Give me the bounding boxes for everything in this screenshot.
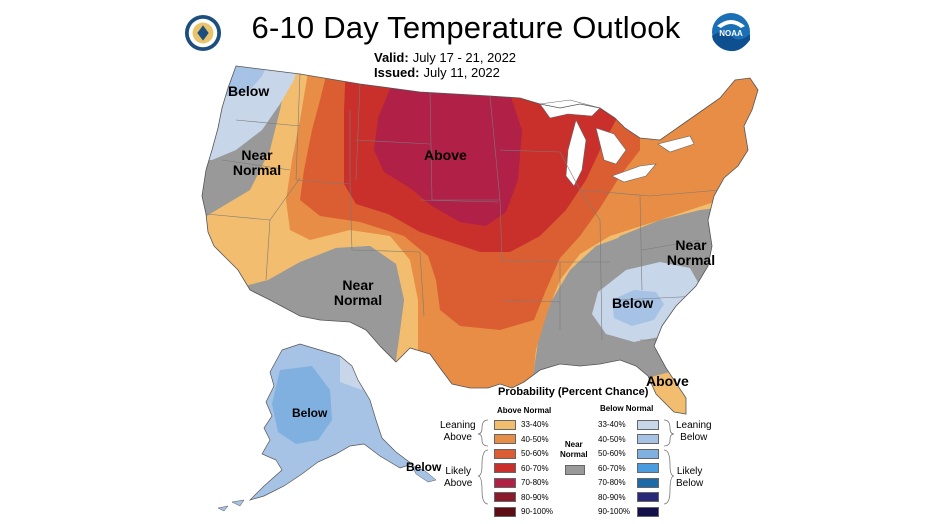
region-label-alaska-se-below: Below [406,460,442,474]
legend-below-swatch [637,506,659,517]
legend-below-row: 60-70% [598,462,659,475]
legend-below-swatch [637,419,659,430]
legend-below-row: 90-100% [598,505,659,518]
legend-near-normal: Near Normal [560,440,588,459]
legend-above-row: 80-90% [494,491,549,504]
legend-above-label: 80-90% [521,492,549,502]
legend-above-label: 50-60% [521,449,549,458]
region-label-west-near: Near Normal [232,147,282,178]
legend-above-label: 40-50% [521,434,549,444]
issued-value: July 11, 2022 [423,65,500,80]
legend-above-row: 40-50% [494,433,549,446]
legend-likely-below: Likely Below [676,466,704,489]
region-label-sw-near: Near Normal [333,277,383,308]
legend-below-row: 50-60% [598,447,659,460]
legend-below-label: 33-40% [598,420,626,429]
alaska-outline [248,343,413,501]
legend-above-row: 50-60% [494,447,549,460]
valid-value: July 17 - 21, 2022 [412,50,517,65]
state-borders [205,73,721,341]
legend-below-label: 90-100% [598,507,631,516]
legend-leaning-below: Leaning Below [676,420,712,443]
legend-above-row: 33-40% [494,418,549,431]
legend-below-swatch [637,434,659,444]
legend-above-row: 90-100% [494,505,553,518]
noaa-logo-icon: NOAA [712,13,750,52]
legend-above-swatch [494,506,516,517]
legend-above-label: 60-70% [521,463,549,473]
legend-below-label: 40-50% [598,434,626,444]
legend-below-row: 33-40% [598,418,659,431]
legend-below-swatch [637,463,659,473]
conus-outline [201,65,759,415]
legend-above-row: 70-80% [494,476,549,489]
legend-above-swatch [494,463,516,473]
legend-below-label: 60-70% [598,463,626,473]
region-label-florida-above: Above [646,373,689,389]
valid-label: Valid: [374,50,409,65]
legend-below-swatch [637,477,659,488]
legend-below-label: 70-80% [598,478,626,487]
legend-below-label: 50-60% [598,449,626,458]
legend-above-swatch [494,477,516,488]
legend-above-swatch [494,434,516,444]
commerce-seal-icon [184,14,222,52]
legend-below-label: 80-90% [598,492,626,502]
outlook-dates: Valid: July 17 - 21, 2022 Issued: July 11,… [374,50,516,80]
legend-above-swatch [494,419,516,430]
legend-near-normal-swatch [565,465,585,475]
legend-above-header: Above Normal [497,406,552,415]
legend-above-label: 70-80% [521,478,549,487]
legend-below-swatch [637,492,659,502]
legend-above-swatch [494,448,516,459]
region-label-alaska-below: Below [292,406,328,420]
region-label-se-below: Below [612,295,654,311]
legend-below-row: 80-90% [598,491,659,504]
region-label-nw-below: Below [228,83,270,99]
region-label-midatlantic-near: Near Normal [666,237,716,268]
legend-above-row: 60-70% [494,462,549,475]
page-title: 6-10 Day Temperature Outlook [251,10,681,45]
legend-above-swatch [494,492,516,502]
legend-above-label: 33-40% [521,420,549,429]
legend-below-row: 40-50% [598,433,659,446]
svg-text:NOAA: NOAA [719,29,743,38]
region-label-plains-above: Above [424,147,467,163]
legend-likely-above: Likely Above [444,466,473,489]
legend-title: Probability (Percent Chance) [498,386,649,398]
legend-below-swatch [637,448,659,459]
issued-label: Issued: [374,65,420,80]
legend-below-row: 70-80% [598,476,659,489]
legend-leaning-above: Leaning Above [440,420,476,443]
alaska-islands [217,465,437,512]
great-lakes [539,99,695,187]
legend-above-label: 90-100% [521,507,554,516]
legend-below-header: Below Normal [600,404,654,413]
